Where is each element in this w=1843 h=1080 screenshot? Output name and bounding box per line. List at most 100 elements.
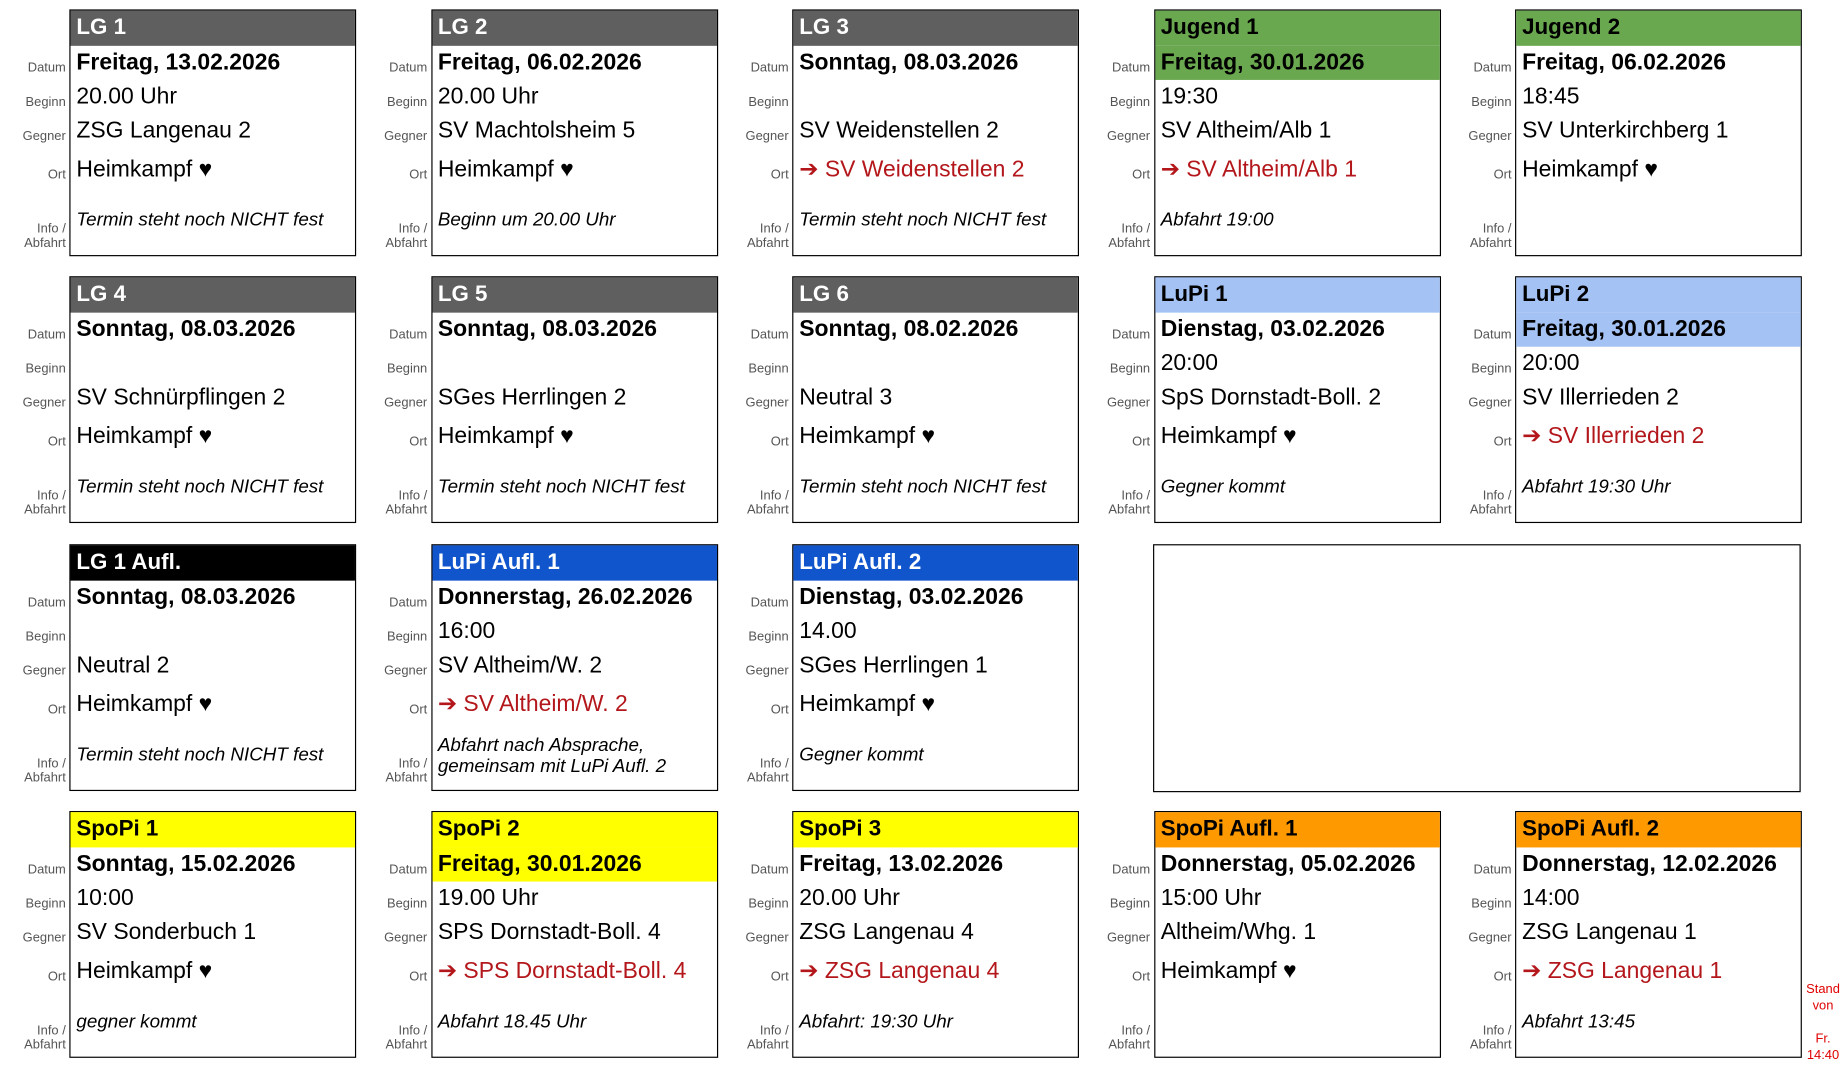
- date: Donnerstag, 12.02.2026: [1522, 850, 1777, 877]
- field-label: Gegner: [384, 129, 428, 144]
- field-label: Datum: [389, 862, 428, 877]
- field-label: Ort: [1132, 969, 1151, 984]
- card-title: LuPi 2: [1516, 277, 1801, 314]
- field-label: Ort: [770, 969, 789, 984]
- field-label: Abfahrt: [385, 1037, 428, 1052]
- field-label: Datum: [750, 328, 789, 343]
- date: Dienstag, 03.02.2026: [1160, 316, 1385, 343]
- date: Sonntag, 08.03.2026: [76, 316, 296, 343]
- card-title: Jugend 1: [1154, 10, 1440, 46]
- card: SpoPi 3 Freitag, 13.02.2026 20.00 Uhr ZSG L…: [792, 810, 1079, 1058]
- field-label: Info /: [1482, 489, 1512, 504]
- field-label: Beginn: [25, 95, 66, 110]
- field-label: Ort: [47, 702, 66, 717]
- info: Termin steht noch NICHT fest: [799, 477, 1047, 498]
- field-label: Beginn: [386, 362, 428, 377]
- field-label: Info /: [37, 1023, 66, 1038]
- card-title: LG 5: [431, 277, 717, 314]
- field-label: Datum: [27, 328, 66, 343]
- field-label: Abfahrt: [746, 503, 789, 518]
- place: Heimkampf ♥: [799, 690, 936, 717]
- field-label: Beginn: [1471, 362, 1512, 377]
- field-label: Abfahrt: [24, 236, 66, 251]
- opponent: SV Illerrieden 2: [1522, 384, 1679, 411]
- field-label: Gegner: [745, 663, 789, 678]
- start-time: 20.00 Uhr: [437, 83, 539, 110]
- card: LuPi Aufl. 1 Donnerstag, 26.02.2026 16:00 S…: [430, 543, 718, 791]
- field-label: Datum: [750, 862, 789, 877]
- date: Sonntag, 08.03.2026: [799, 49, 1019, 76]
- date: Donnerstag, 26.02.2026: [437, 583, 693, 610]
- info: Termin steht noch NICHT fest: [437, 477, 685, 498]
- field-label: Beginn: [1471, 95, 1512, 110]
- field-label: Abfahrt: [746, 1037, 789, 1052]
- card: LG 1 Aufl. Sonntag, 08.03.2026 Neutral 2 He…: [69, 543, 357, 791]
- field-label: Ort: [1493, 969, 1512, 984]
- place: ➔ SV Weidenstellen 2: [799, 156, 1025, 183]
- field-label: Ort: [1493, 435, 1512, 450]
- field-label: Datum: [389, 595, 428, 610]
- field-label: Beginn: [25, 629, 66, 644]
- field-label: Beginn: [25, 362, 66, 377]
- date: Freitag, 06.02.2026: [437, 49, 642, 76]
- stand-note: von: [1812, 999, 1834, 1014]
- card-title: LuPi Aufl. 1: [431, 544, 717, 581]
- stand-note: 14:40: [1806, 1048, 1840, 1063]
- opponent: ZSG Langenau 4: [799, 919, 974, 945]
- opponent: SV Machtolsheim 5: [437, 117, 636, 144]
- field-label: Abfahrt: [1469, 503, 1512, 518]
- opponent: SpS Dornstadt-Boll. 2: [1160, 384, 1382, 411]
- field-label: Info /: [37, 756, 66, 771]
- card-title: LuPi Aufl. 2: [793, 544, 1078, 581]
- start-time: 10:00: [76, 884, 134, 911]
- field-label: Gegner: [745, 396, 789, 411]
- field-label: Abfahrt: [24, 1037, 66, 1052]
- start-time: 19:30: [1160, 83, 1219, 110]
- place: Heimkampf ♥: [1522, 156, 1659, 183]
- place: Heimkampf ♥: [76, 957, 213, 984]
- field-label: Datum: [1112, 328, 1151, 343]
- start-time: 20:00: [1160, 350, 1219, 377]
- field-label: Datum: [750, 61, 789, 76]
- card-title: SpoPi 3: [793, 812, 1078, 848]
- place: Heimkampf ♥: [76, 690, 213, 717]
- info: Abfahrt 19:00: [1160, 210, 1274, 231]
- field-label: Ort: [409, 702, 428, 717]
- card: SpoPi 2 Freitag, 30.01.2026 19.00 Uhr SPS D…: [430, 810, 718, 1058]
- info: gemeinsam mit LuPi Aufl. 2: [437, 756, 667, 777]
- date: Freitag, 13.02.2026: [76, 49, 281, 76]
- field-label: Datum: [1112, 61, 1151, 76]
- field-label: Info /: [1482, 222, 1512, 237]
- opponent: ZSG Langenau 2: [76, 117, 251, 144]
- field-label: Abfahrt: [24, 503, 66, 518]
- field-label: Abfahrt: [1108, 503, 1151, 518]
- info: Beginn um 20.00 Uhr: [437, 210, 616, 231]
- field-label: Datum: [1473, 61, 1512, 76]
- field-label: Gegner: [384, 663, 428, 678]
- opponent: Neutral 3: [799, 384, 893, 411]
- field-label: Info /: [759, 756, 789, 771]
- info: Abfahrt: 19:30 Uhr: [799, 1011, 953, 1032]
- card-title: LG 2: [431, 10, 717, 46]
- card-title: LG 6: [793, 277, 1078, 314]
- field-label: Beginn: [25, 896, 66, 911]
- opponent: SPS Dornstadt-Boll. 4: [437, 919, 661, 945]
- opponent: SV Schnürpflingen 2: [76, 384, 286, 411]
- info: gegner kommt: [76, 1011, 197, 1032]
- date: Sonntag, 08.02.2026: [799, 316, 1019, 343]
- card: SpoPi 1 Sonntag, 15.02.2026 10:00 SV Sonder…: [69, 810, 357, 1058]
- field-label: Datum: [27, 595, 66, 610]
- info: Termin steht noch NICHT fest: [76, 477, 324, 498]
- start-time: 14.00: [799, 617, 857, 644]
- info: Abfahrt 19:30 Uhr: [1522, 477, 1671, 498]
- field-label: Ort: [47, 969, 66, 984]
- card: LG 3 Sonntag, 08.03.2026 SV Weidenstellen …: [792, 9, 1079, 257]
- card: LG 6 Sonntag, 08.02.2026 Neutral 3 Heimkamp…: [792, 276, 1079, 524]
- field-label: Ort: [1132, 435, 1151, 450]
- field-label: Gegner: [1468, 396, 1512, 411]
- card-title: SpoPi 2: [431, 812, 717, 848]
- field-label: Gegner: [22, 396, 66, 411]
- start-time: 20.00 Uhr: [799, 884, 900, 911]
- field-label: Ort: [409, 969, 428, 984]
